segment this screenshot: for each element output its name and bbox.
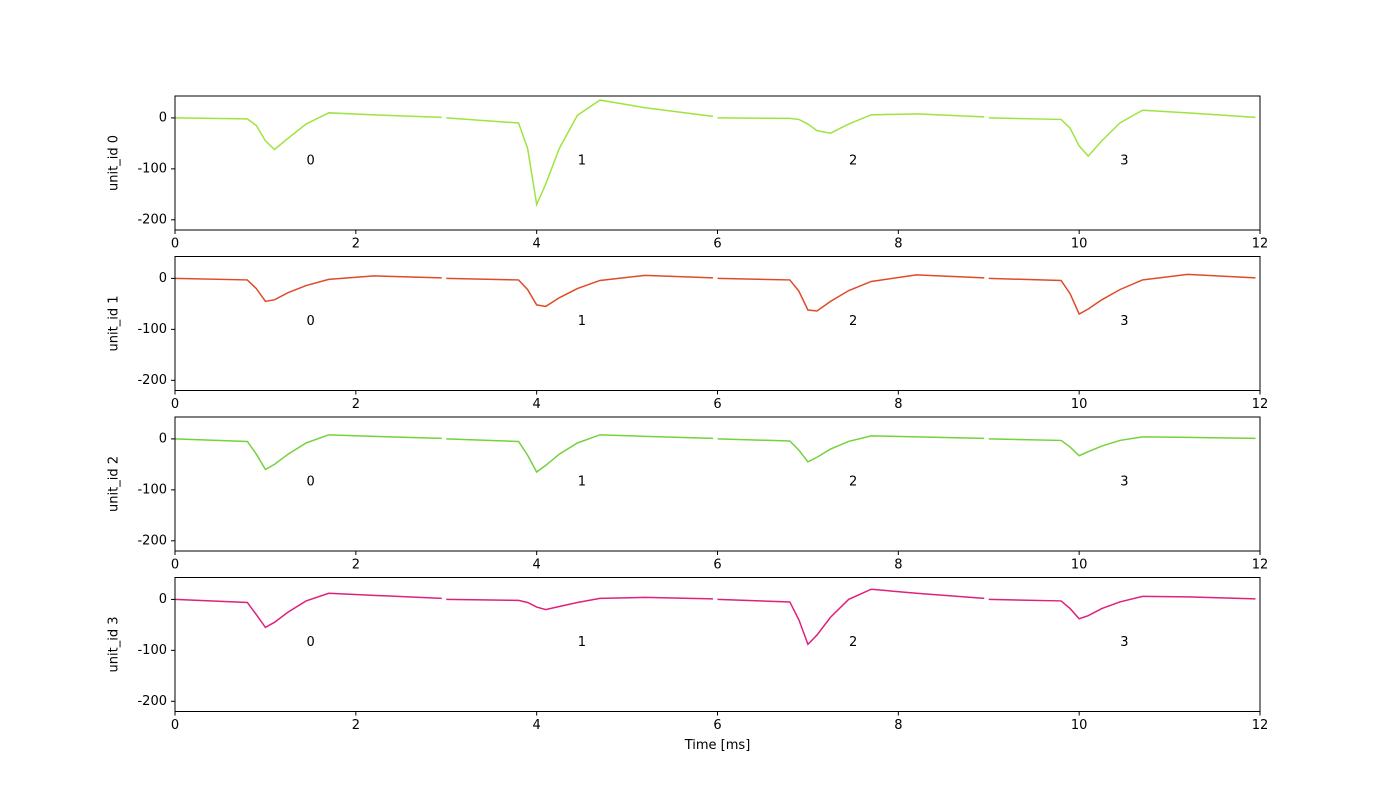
y-tick-label: 0 (159, 271, 167, 286)
x-tick-label: 2 (352, 397, 360, 412)
x-tick-label: 10 (1071, 237, 1088, 252)
x-tick-label: 6 (713, 718, 721, 733)
waveform-line (446, 99, 714, 208)
x-tick-label: 4 (533, 237, 541, 252)
x-tick-label: 12 (1252, 718, 1269, 733)
x-tick-label: 6 (713, 237, 721, 252)
x-tick-label: 8 (894, 558, 902, 573)
y-tick-label: -100 (137, 482, 167, 497)
plot-area (175, 256, 1260, 391)
waveform-line (174, 275, 442, 303)
y-tick-label: 0 (159, 592, 167, 607)
x-tick-label: 12 (1252, 558, 1269, 573)
waveform-line (717, 274, 985, 312)
y-tick-label: 0 (159, 110, 167, 125)
x-tick-label: 4 (533, 718, 541, 733)
waveform-line (988, 109, 1256, 158)
plot-area (175, 577, 1260, 712)
y-tick-label: -100 (137, 643, 167, 658)
x-tick-label: 8 (894, 397, 902, 412)
y-axis-label: unit_id 3 (107, 617, 122, 673)
channel-label: 3 (1120, 475, 1128, 490)
waveform-line (174, 112, 442, 151)
y-tick-label: 0 (159, 431, 167, 446)
waveform-line (717, 435, 985, 463)
plot-area (175, 96, 1260, 230)
channel-label: 2 (849, 635, 857, 650)
channel-label: 1 (578, 475, 586, 490)
waveform-line (717, 113, 985, 134)
plot-area (175, 417, 1260, 551)
x-axis-label: Time [ms] (684, 738, 751, 753)
x-tick-label: 4 (533, 558, 541, 573)
x-tick-label: 0 (171, 237, 179, 252)
y-tick-label: -200 (137, 212, 167, 227)
y-tick-label: -100 (137, 161, 167, 176)
waveform-line (446, 274, 714, 308)
channel-label: 1 (578, 154, 586, 169)
x-tick-label: 8 (894, 718, 902, 733)
y-tick-label: -200 (137, 373, 167, 388)
x-tick-label: 12 (1252, 237, 1269, 252)
waveform-line (174, 592, 442, 629)
x-tick-label: 2 (352, 718, 360, 733)
channel-label: 0 (306, 314, 314, 329)
channel-label: 0 (306, 635, 314, 650)
channel-label: 0 (306, 475, 314, 490)
y-axis-label: unit_id 1 (107, 296, 122, 352)
x-tick-label: 2 (352, 558, 360, 573)
channel-label: 2 (849, 475, 857, 490)
channel-label: 0 (306, 154, 314, 169)
x-tick-label: 0 (171, 718, 179, 733)
channel-label: 3 (1120, 314, 1128, 329)
y-tick-label: -200 (137, 533, 167, 548)
waveform-line (174, 434, 442, 471)
x-tick-label: 10 (1071, 558, 1088, 573)
waveform-line (988, 436, 1256, 457)
x-tick-label: 4 (533, 397, 541, 412)
channel-label: 1 (578, 314, 586, 329)
waveform-line (446, 434, 714, 474)
x-tick-label: 10 (1071, 718, 1088, 733)
y-axis-label: unit_id 2 (107, 456, 122, 512)
x-tick-label: 2 (352, 237, 360, 252)
channel-label: 2 (849, 154, 857, 169)
x-tick-label: 12 (1252, 397, 1269, 412)
waveform-line (988, 595, 1256, 620)
channel-label: 3 (1120, 154, 1128, 169)
y-tick-label: -100 (137, 322, 167, 337)
y-axis-label: unit_id 0 (107, 135, 122, 191)
x-tick-label: 0 (171, 558, 179, 573)
channel-label: 2 (849, 314, 857, 329)
waveform-line (988, 273, 1256, 316)
channel-label: 1 (578, 635, 586, 650)
waveform-line (446, 596, 713, 611)
y-tick-label: -200 (137, 694, 167, 709)
x-tick-label: 6 (713, 558, 721, 573)
x-tick-label: 8 (894, 237, 902, 252)
channel-label: 3 (1120, 635, 1128, 650)
x-tick-label: 0 (171, 397, 179, 412)
waveform-line (717, 588, 985, 646)
x-tick-label: 10 (1071, 397, 1088, 412)
x-tick-label: 6 (713, 397, 721, 412)
